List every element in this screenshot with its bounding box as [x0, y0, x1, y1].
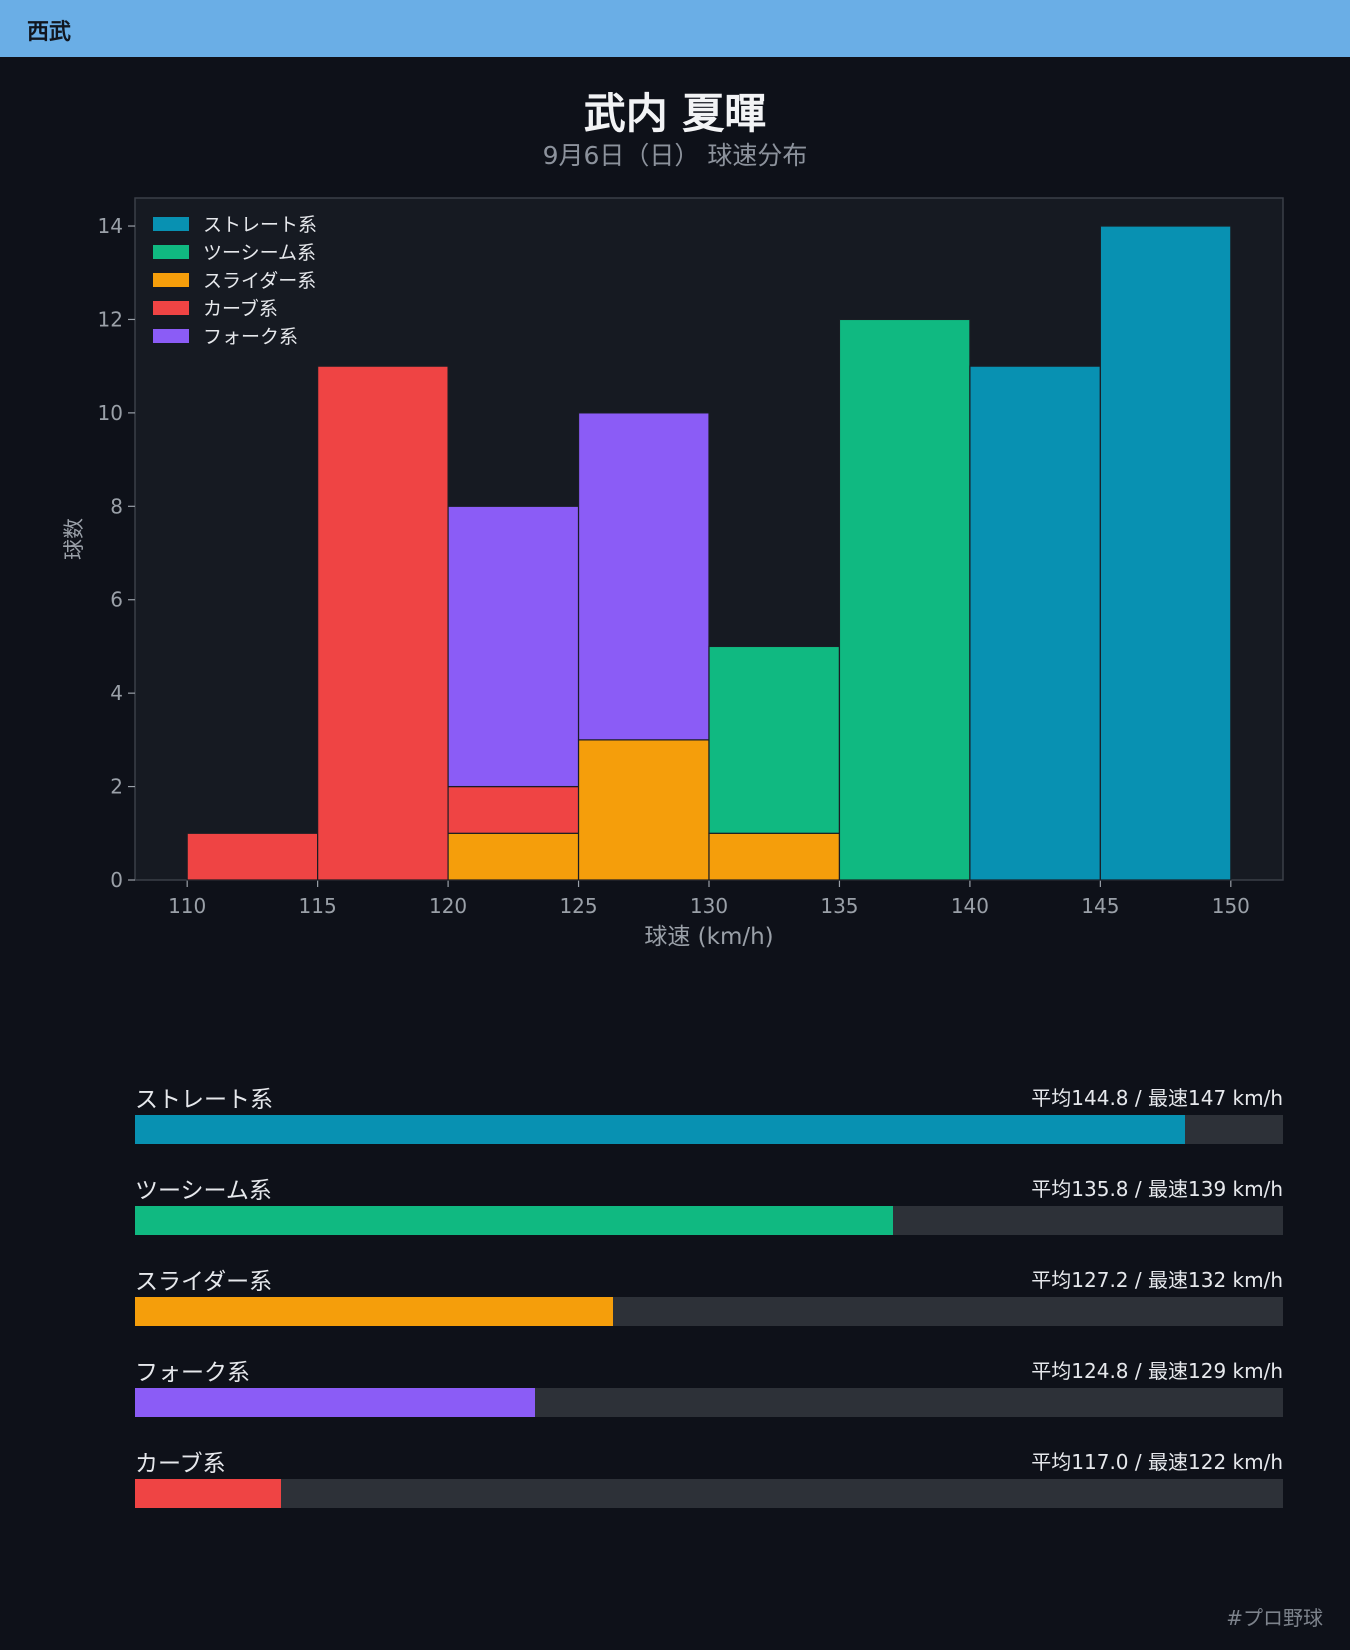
legend-swatch: [153, 217, 189, 231]
y-tick-label: 12: [98, 307, 123, 331]
speed-bar-track: [135, 1297, 1283, 1326]
pitch-type-label: ツーシーム系: [135, 1178, 272, 1204]
histogram-bar: [447, 832, 580, 881]
x-tick-label: 120: [429, 894, 467, 918]
x-axis-label: 球速 (km/h): [644, 924, 773, 950]
legend-label: ストレート系: [203, 214, 317, 236]
y-axis-label: 球数: [62, 518, 86, 560]
team-name: 西武: [27, 20, 72, 45]
legend-swatch: [153, 245, 189, 259]
x-tick-label: 150: [1212, 894, 1250, 918]
speed-stat-label: 平均135.8 / 最速139 km/h: [1031, 1177, 1283, 1201]
x-tick-label: 125: [559, 894, 597, 918]
pitch-type-label: ストレート系: [135, 1087, 273, 1113]
speed-bar-fill: [135, 1206, 893, 1235]
histogram-bar: [1099, 225, 1232, 881]
legend-label: カーブ系: [203, 297, 278, 320]
histogram-bar: [708, 645, 841, 834]
speed-bar-row: スライダー系 平均127.2 / 最速132 km/h: [135, 1262, 1283, 1353]
page-subtitle: 9月6日（日） 球速分布: [542, 141, 808, 170]
y-tick-label: 2: [110, 775, 123, 799]
speed-bar-row: ツーシーム系 平均135.8 / 最速139 km/h: [135, 1171, 1283, 1262]
y-tick-label: 14: [98, 214, 123, 238]
histogram-bar: [577, 739, 710, 881]
histogram-bar: [186, 832, 319, 881]
legend-label: ツーシーム系: [203, 242, 316, 264]
x-tick-label: 135: [820, 894, 858, 918]
y-tick-label: 10: [98, 401, 123, 425]
velocity-histogram: 0 2 4 6 8 10 12 14 110 115 120 125 130 135 140 145 150 球速…: [62, 197, 1284, 950]
speed-bar-fill: [135, 1479, 282, 1508]
hashtag: #プロ野球: [1226, 1606, 1323, 1630]
histogram-bar: [969, 365, 1101, 881]
speed-bar-row: カーブ系 平均117.0 / 最速122 km/h: [135, 1444, 1283, 1535]
histogram-bar: [447, 505, 580, 788]
speed-bars-panel: ストレート系 平均144.8 / 最速147 km/h ツーシーム系 平均135.8 …: [135, 1080, 1283, 1535]
speed-bar-fill: [135, 1115, 1186, 1144]
y-tick-label: 6: [110, 588, 123, 612]
pitch-type-label: フォーク系: [135, 1360, 250, 1386]
legend-swatch: [153, 301, 189, 315]
speed-bar-fill: [135, 1388, 535, 1417]
speed-stat-label: 平均127.2 / 最速132 km/h: [1031, 1268, 1283, 1292]
histogram-bar: [838, 318, 971, 881]
legend-label: スライダー系: [203, 270, 316, 292]
speed-bar-track: [135, 1388, 1283, 1417]
legend-label: フォーク系: [203, 326, 298, 348]
pitch-type-label: スライダー系: [135, 1269, 273, 1295]
histogram-bar: [708, 832, 841, 881]
legend-swatch: [153, 273, 189, 287]
y-tick-label: 0: [110, 868, 123, 892]
speed-bar-track: [135, 1479, 1283, 1508]
y-tick-label: 4: [110, 681, 123, 705]
pitch-type-label: カーブ系: [135, 1451, 226, 1477]
speed-stat-label: 平均124.8 / 最速129 km/h: [1031, 1359, 1283, 1383]
header-bar: 西武: [0, 0, 1350, 57]
speed-stat-label: 平均144.8 / 最速147 km/h: [1031, 1086, 1283, 1110]
speed-stat-label: 平均117.0 / 最速122 km/h: [1031, 1450, 1283, 1474]
y-tick-label: 8: [110, 494, 123, 518]
legend-swatch: [153, 329, 189, 343]
speed-bar-row: フォーク系 平均124.8 / 最速129 km/h: [135, 1353, 1283, 1444]
speed-bar-track: [135, 1115, 1283, 1144]
page-title: 武内 夏暉: [583, 89, 767, 138]
x-tick-label: 140: [951, 894, 989, 918]
speed-bar-fill: [135, 1297, 614, 1326]
speed-bar-row: ストレート系 平均144.8 / 最速147 km/h: [135, 1080, 1283, 1171]
x-tick-label: 115: [299, 894, 337, 918]
x-tick-label: 145: [1081, 894, 1119, 918]
x-tick-label: 110: [168, 894, 206, 918]
histogram-bar: [317, 365, 449, 881]
x-tick-label: 130: [690, 894, 728, 918]
histogram-bar: [577, 412, 710, 741]
histogram-bar: [447, 785, 580, 834]
speed-bar-track: [135, 1206, 1283, 1235]
